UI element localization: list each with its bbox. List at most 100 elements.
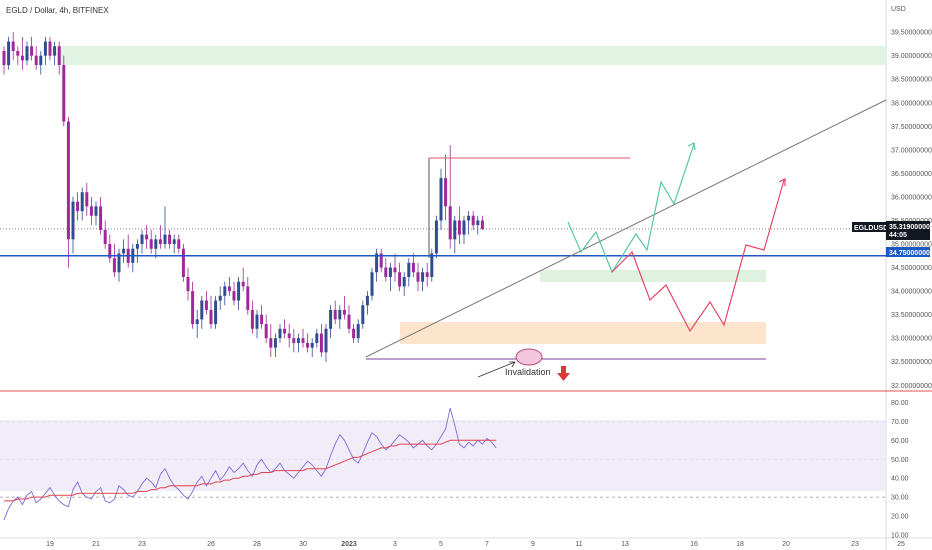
trendline xyxy=(365,99,887,358)
rsi-tick-label: 10.00 xyxy=(891,533,909,540)
candle-body xyxy=(342,309,346,315)
time-tick-label: 19 xyxy=(46,541,54,548)
invalidation-label: Invalidation xyxy=(505,367,551,377)
candle-body xyxy=(177,239,181,249)
candle-body xyxy=(347,314,351,329)
candle-body xyxy=(154,239,158,249)
candle-body xyxy=(333,309,337,320)
svg-text:44:05: 44:05 xyxy=(889,232,907,239)
candle-body xyxy=(278,328,282,339)
candle-body xyxy=(260,314,264,325)
candle-body xyxy=(444,178,448,207)
candle-body xyxy=(301,338,305,343)
time-tick-label: 5 xyxy=(439,541,443,548)
candle-body xyxy=(195,319,199,325)
candle-body xyxy=(388,267,392,277)
rsi-tick-label: 20.00 xyxy=(891,514,909,521)
candle-body xyxy=(99,206,103,230)
time-tick-label: 23 xyxy=(138,541,146,548)
current-price-tag: 35.31900000 44:05 xyxy=(886,221,930,240)
price-tick-label: 39.00000000 xyxy=(891,53,932,60)
candle-body xyxy=(66,121,70,240)
candle-body xyxy=(462,220,466,235)
candle-body xyxy=(411,262,415,273)
candle-body xyxy=(393,267,397,273)
rsi-tick-label: 80.00 xyxy=(891,400,909,407)
candle-body xyxy=(80,192,84,212)
invalidation-marker xyxy=(515,348,543,366)
candle-body xyxy=(264,324,268,339)
candle-body xyxy=(232,291,236,301)
candle-body xyxy=(365,295,369,306)
time-tick-label: 25 xyxy=(897,541,905,548)
forecast-bear-arrow xyxy=(778,178,786,186)
candle-body xyxy=(48,41,52,56)
candle-body xyxy=(283,328,287,334)
price-tick-label: 32.50000000 xyxy=(891,359,932,366)
price-axis: 39.50000000 39.00000000 38.50000000 38.0000… xyxy=(891,30,932,390)
candle-body xyxy=(214,300,218,325)
time-tick-label: 20 xyxy=(782,541,790,548)
candle-body xyxy=(241,281,245,287)
candle-body xyxy=(352,328,356,339)
resistance-zone xyxy=(60,46,886,65)
candle-body xyxy=(269,338,273,348)
time-tick-label: 9 xyxy=(531,541,535,548)
candle-body xyxy=(117,253,121,273)
candle-body xyxy=(255,314,259,329)
demand-zone-orange xyxy=(400,322,766,344)
candle-body xyxy=(218,295,222,301)
candle-body xyxy=(315,333,319,343)
candle-body xyxy=(425,272,429,277)
rsi-tick-label: 70.00 xyxy=(891,419,909,426)
symbol-tag: EGLDUSD xyxy=(852,222,888,232)
candle-body xyxy=(453,220,457,240)
candle-body xyxy=(191,291,195,325)
candle-body xyxy=(172,239,176,245)
down-arrow-icon xyxy=(557,366,570,381)
price-tick-label: 37.00000000 xyxy=(891,147,932,154)
candles-layer xyxy=(2,32,484,362)
candle-body xyxy=(103,229,107,245)
rsi-layer xyxy=(3,407,497,521)
forecast-bear-path xyxy=(611,179,785,333)
candle-body xyxy=(398,272,402,287)
candle-body xyxy=(204,300,208,310)
rsi-tick-label: 60.00 xyxy=(891,438,909,445)
candle-body xyxy=(76,201,80,212)
rsi-tick-label: 40.00 xyxy=(891,476,909,483)
time-axis: 19 21 23 26 28 30 2023 3 5 7 9 11 13 16 18 20 23 25 xyxy=(46,541,905,548)
time-tick-label: 2023 xyxy=(341,541,357,548)
candle-body xyxy=(30,46,34,56)
candle-body xyxy=(375,253,379,273)
rsi-line xyxy=(3,407,497,521)
candle-body xyxy=(20,55,24,61)
candle-body xyxy=(467,215,471,221)
candle-body xyxy=(384,267,388,277)
candle-body xyxy=(273,338,277,348)
candle-body xyxy=(306,342,310,348)
time-tick-label: 13 xyxy=(621,541,629,548)
level-price-tag: 34.75000000 xyxy=(886,247,930,257)
candle-body xyxy=(62,65,66,122)
candle-body xyxy=(39,55,43,66)
price-tick-label: 32.00000000 xyxy=(891,383,932,390)
candle-body xyxy=(227,286,231,292)
candle-body xyxy=(57,46,61,66)
candle-body xyxy=(296,338,300,343)
candle-body xyxy=(402,276,406,287)
candle-body xyxy=(430,253,434,277)
candle-body xyxy=(158,239,162,245)
forecast-bull-arrow xyxy=(687,142,696,151)
candle-body xyxy=(223,286,227,296)
candle-body xyxy=(329,309,333,329)
price-tick-label: 34.50000000 xyxy=(891,265,932,272)
rsi-tick-label: 30.00 xyxy=(891,495,909,502)
candle-body xyxy=(108,244,112,259)
rsi-axis: 80.00 70.00 60.00 50.00 40.00 30.00 20.00 10.00 xyxy=(891,400,909,540)
time-tick-label: 30 xyxy=(299,541,307,548)
candle-body xyxy=(140,234,144,245)
price-tick-label: 36.50000000 xyxy=(891,171,932,178)
time-tick-label: 26 xyxy=(207,541,215,548)
